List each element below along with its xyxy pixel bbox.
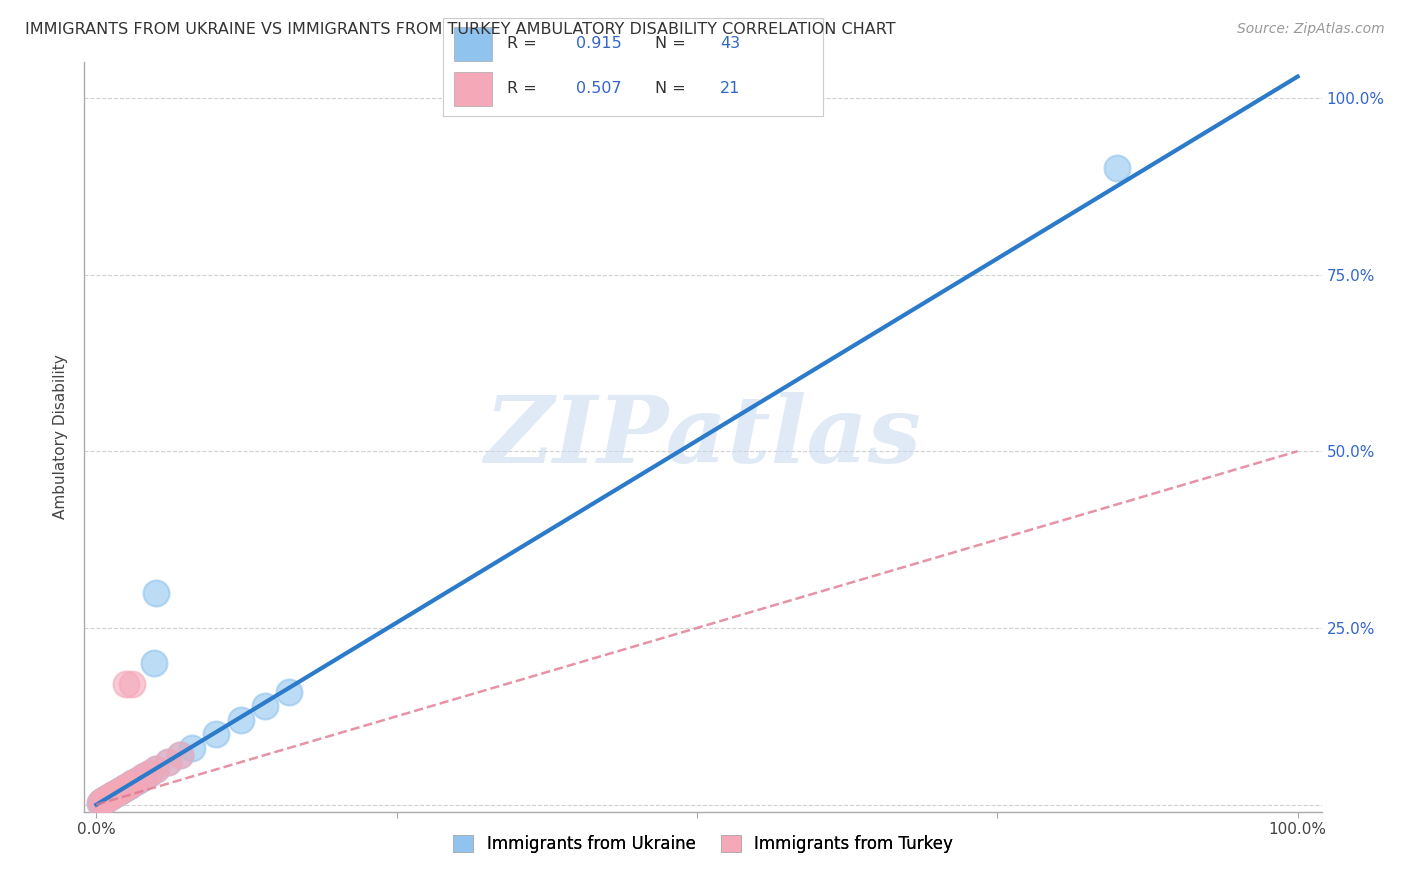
Point bbox=[89, 796, 111, 810]
Text: N =: N = bbox=[655, 81, 692, 96]
Point bbox=[145, 762, 167, 776]
Point bbox=[117, 779, 139, 793]
Point bbox=[94, 792, 117, 806]
Text: IMMIGRANTS FROM UKRAINE VS IMMIGRANTS FROM TURKEY AMBULATORY DISABILITY CORRELAT: IMMIGRANTS FROM UKRAINE VS IMMIGRANTS FR… bbox=[25, 22, 896, 37]
Text: R =: R = bbox=[508, 36, 543, 51]
Point bbox=[98, 789, 121, 804]
Point bbox=[118, 778, 141, 792]
Point bbox=[169, 748, 191, 763]
Point bbox=[139, 765, 162, 780]
Point bbox=[128, 772, 150, 787]
Point bbox=[1107, 161, 1129, 176]
Point bbox=[121, 677, 143, 691]
Point bbox=[127, 773, 149, 788]
Point bbox=[139, 765, 162, 780]
Text: N =: N = bbox=[655, 36, 692, 51]
Point bbox=[145, 762, 167, 776]
Point bbox=[107, 785, 129, 799]
Point bbox=[118, 779, 141, 793]
Point bbox=[110, 783, 132, 797]
Point bbox=[145, 585, 167, 599]
Point bbox=[143, 657, 166, 671]
Point bbox=[100, 789, 122, 804]
Text: 0.915: 0.915 bbox=[576, 36, 621, 51]
Point bbox=[205, 727, 228, 741]
Bar bbox=[454, 27, 492, 61]
Point bbox=[104, 786, 127, 800]
Point bbox=[93, 793, 115, 807]
Point bbox=[112, 781, 135, 796]
Point bbox=[94, 793, 117, 807]
Point bbox=[127, 772, 149, 787]
Point bbox=[101, 789, 124, 803]
Point bbox=[115, 780, 138, 794]
Point bbox=[115, 677, 138, 691]
Point bbox=[108, 784, 131, 798]
Point bbox=[229, 713, 252, 727]
Point bbox=[118, 778, 141, 792]
Y-axis label: Ambulatory Disability: Ambulatory Disability bbox=[53, 355, 69, 519]
Point bbox=[103, 788, 125, 802]
Point bbox=[101, 789, 124, 803]
Point bbox=[91, 794, 114, 808]
Legend: Immigrants from Ukraine, Immigrants from Turkey: Immigrants from Ukraine, Immigrants from… bbox=[447, 828, 959, 860]
Point bbox=[89, 796, 111, 810]
Point bbox=[169, 748, 191, 763]
Point bbox=[121, 776, 143, 790]
Point bbox=[105, 786, 128, 800]
Bar bbox=[454, 72, 492, 106]
Point bbox=[121, 776, 143, 790]
Point bbox=[277, 684, 299, 698]
Text: ZIPatlas: ZIPatlas bbox=[485, 392, 921, 482]
Point bbox=[115, 780, 138, 794]
Point bbox=[110, 783, 132, 797]
Text: 43: 43 bbox=[720, 36, 740, 51]
Point bbox=[111, 782, 134, 797]
Text: Source: ZipAtlas.com: Source: ZipAtlas.com bbox=[1237, 22, 1385, 37]
Text: 0.507: 0.507 bbox=[576, 81, 621, 96]
Text: 21: 21 bbox=[720, 81, 741, 96]
Point bbox=[134, 769, 156, 783]
Point bbox=[253, 698, 276, 713]
Point bbox=[91, 794, 114, 808]
Point bbox=[134, 769, 156, 783]
Point bbox=[90, 795, 112, 809]
Point bbox=[98, 789, 121, 804]
Point bbox=[96, 791, 118, 805]
Point bbox=[97, 790, 120, 805]
Point bbox=[107, 785, 129, 799]
Point bbox=[96, 791, 118, 805]
Point bbox=[181, 741, 204, 756]
Point bbox=[157, 756, 180, 770]
Point bbox=[111, 782, 134, 797]
Point bbox=[124, 775, 146, 789]
Point bbox=[157, 756, 180, 770]
Point bbox=[94, 793, 117, 807]
Point bbox=[103, 787, 125, 801]
Point bbox=[114, 780, 136, 795]
Text: R =: R = bbox=[508, 81, 543, 96]
Point bbox=[110, 782, 132, 797]
Point bbox=[103, 787, 125, 801]
